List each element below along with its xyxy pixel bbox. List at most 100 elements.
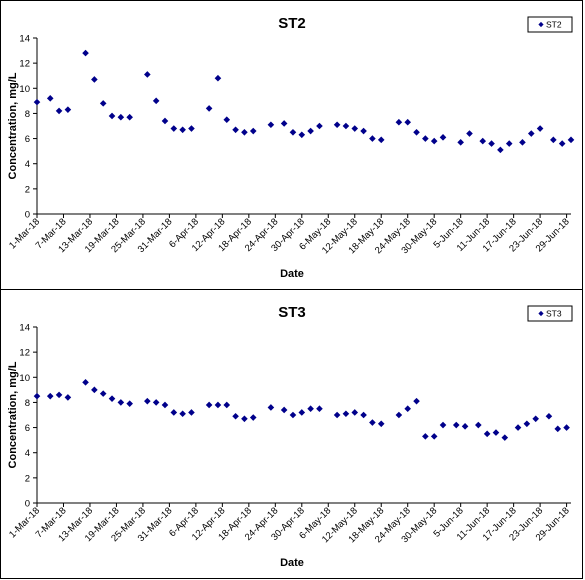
y-tick-label: 6	[25, 423, 30, 434]
y-tick-label: 2	[25, 184, 30, 195]
data-point	[152, 399, 160, 406]
data-point	[280, 120, 288, 127]
data-point	[452, 421, 460, 429]
data-point	[267, 404, 275, 411]
y-tick-label: 0	[25, 210, 30, 221]
y-tick-label: 8	[25, 109, 30, 120]
data-point	[369, 419, 376, 426]
chart-panel-st3: ST3 0 2 4 6 8 10 12 14 1-Mar-18 7-Mar-18 13-Mar-18 1…	[0, 289, 583, 579]
legend: ST2	[527, 16, 573, 33]
data-point	[505, 140, 513, 147]
data-point	[567, 136, 575, 144]
data-point	[205, 401, 213, 409]
data-point	[333, 411, 341, 419]
data-point	[214, 401, 222, 409]
data-point	[249, 127, 257, 135]
data-point	[144, 397, 151, 405]
y-axis-label: Concentration, mg/L	[7, 361, 19, 468]
data-point	[152, 97, 160, 105]
chart-title: ST3	[278, 304, 306, 321]
data-point	[492, 429, 500, 436]
chart-panel-st2: ST2 0 2 4 6 8 10 12 14 1-Mar-18 7-Mar-18 13-Mar-18 1…	[0, 0, 583, 290]
data-point	[161, 401, 169, 409]
legend: ST3	[527, 305, 573, 322]
data-point	[33, 98, 41, 106]
data-point	[91, 76, 98, 83]
data-point	[360, 411, 367, 419]
data-point	[536, 125, 544, 132]
legend-marker	[538, 310, 544, 317]
data-point	[232, 412, 239, 420]
data-point	[377, 420, 385, 428]
data-point	[126, 113, 133, 121]
data-point	[179, 126, 186, 134]
data-point	[307, 405, 314, 413]
data-point	[267, 121, 275, 129]
data-point	[241, 128, 248, 136]
data-point	[369, 135, 376, 142]
data-point	[563, 424, 570, 431]
data-point	[280, 406, 288, 414]
y-tick-label: 10	[19, 373, 30, 384]
data-point	[351, 125, 359, 132]
data-point	[430, 433, 438, 440]
data-point	[479, 137, 487, 145]
data-point	[55, 391, 63, 399]
y-tick-label: 0	[25, 499, 30, 510]
data-point	[395, 411, 403, 419]
data-point	[501, 434, 509, 441]
data-point	[161, 117, 169, 125]
data-point	[108, 395, 116, 402]
data-point	[422, 135, 429, 142]
data-point	[360, 127, 367, 135]
data-point	[214, 74, 222, 82]
y-tick-label: 14	[19, 34, 30, 45]
data-point	[461, 423, 469, 430]
data-point	[395, 118, 403, 126]
data-point	[527, 130, 535, 137]
y-tick-label: 8	[25, 398, 30, 409]
y-tick-label: 12	[19, 59, 30, 70]
chart-title: ST2	[278, 15, 306, 32]
data-point	[126, 400, 133, 407]
data-point	[99, 390, 107, 397]
data-point	[99, 100, 107, 107]
y-axis-label: Concentration, mg/L	[7, 72, 19, 179]
data-point	[46, 392, 54, 400]
data-point	[64, 106, 72, 113]
data-point	[46, 95, 54, 102]
data-point	[82, 49, 89, 57]
data-point	[307, 127, 314, 135]
data-point	[33, 392, 41, 400]
data-point	[333, 121, 341, 129]
data-point	[223, 401, 231, 409]
data-point	[289, 128, 297, 136]
data-point	[170, 125, 178, 132]
data-point	[413, 397, 420, 405]
data-point	[351, 409, 359, 416]
data-point	[514, 424, 522, 431]
data-point	[422, 433, 429, 440]
data-point	[91, 386, 98, 394]
data-point	[117, 399, 125, 406]
legend-box	[527, 16, 573, 33]
data-point	[249, 414, 257, 421]
data-point	[316, 405, 323, 413]
legend-box	[527, 305, 573, 322]
data-point	[298, 409, 306, 416]
y-tick-label: 10	[19, 84, 30, 95]
legend-label: ST3	[546, 309, 562, 319]
data-point	[466, 130, 473, 137]
legend-label: ST2	[546, 20, 562, 30]
y-tick-label: 6	[25, 134, 30, 145]
data-point	[404, 405, 412, 413]
data-point	[554, 425, 562, 433]
data-point	[108, 112, 116, 120]
chart-st3: ST3024681012141-Mar-187-Mar-1813-Mar-181…	[7, 304, 573, 569]
data-point	[298, 131, 306, 139]
data-point	[430, 137, 438, 145]
chart-st2: ST2024681012141-Mar-187-Mar-1813-Mar-181…	[7, 15, 575, 280]
data-point	[404, 118, 412, 126]
y-tick-label: 2	[25, 473, 30, 484]
data-point	[188, 409, 195, 416]
